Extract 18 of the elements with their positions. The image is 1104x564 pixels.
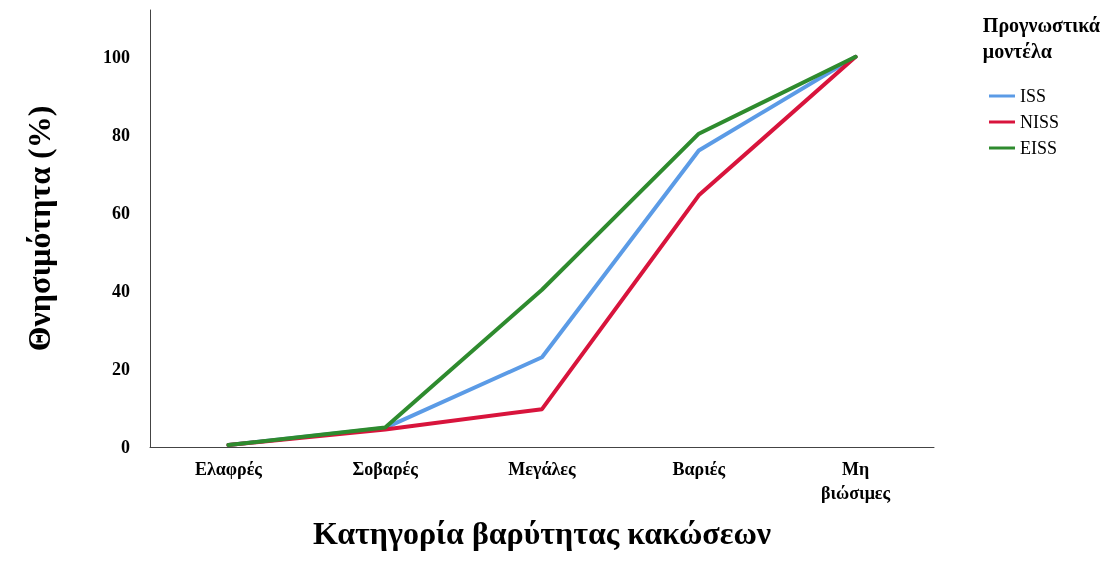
y-tick-label: 100 [103,46,130,67]
y-tick-label: 40 [112,280,130,301]
legend-label: NISS [1019,112,1059,132]
x-tick-label: Ελαφρές [194,459,263,479]
y-tick-label: 0 [121,437,130,457]
y-tick-label: 20 [112,358,130,379]
y-axis-title: Θνησιμότητα (%) [21,105,57,352]
line-series [226,54,858,448]
x-tick-label: Μεγάλες [508,459,577,479]
y-tick-label: 80 [112,124,130,145]
x-tick-label: Βαριές [672,459,726,479]
legend-title: Προγνωστικά μοντέλα [982,14,1101,63]
y-tick-label: 60 [112,202,130,223]
legend-label: ISS [1019,86,1046,106]
legend-label: EISS [1019,138,1057,158]
x-axis-title: Κατηγορία βαρύτητας κακώσεων [312,515,772,551]
x-tick-label: Σοβαρές [352,459,419,479]
x-tick-label: Μη βιώσιμες [821,459,891,503]
